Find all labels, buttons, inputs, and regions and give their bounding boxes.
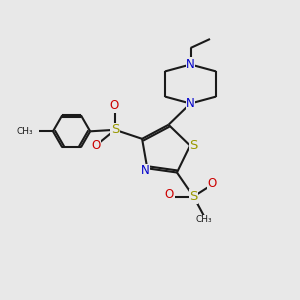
Text: O: O <box>109 99 118 112</box>
Text: N: N <box>186 58 195 71</box>
Text: N: N <box>186 97 195 110</box>
Text: O: O <box>165 188 174 201</box>
Text: S: S <box>111 123 119 136</box>
Text: O: O <box>208 177 217 190</box>
Text: O: O <box>92 139 101 152</box>
Text: N: N <box>140 164 149 177</box>
Text: S: S <box>189 190 198 203</box>
Text: CH₃: CH₃ <box>196 215 212 224</box>
Text: CH₃: CH₃ <box>17 127 34 136</box>
Text: S: S <box>190 139 198 152</box>
